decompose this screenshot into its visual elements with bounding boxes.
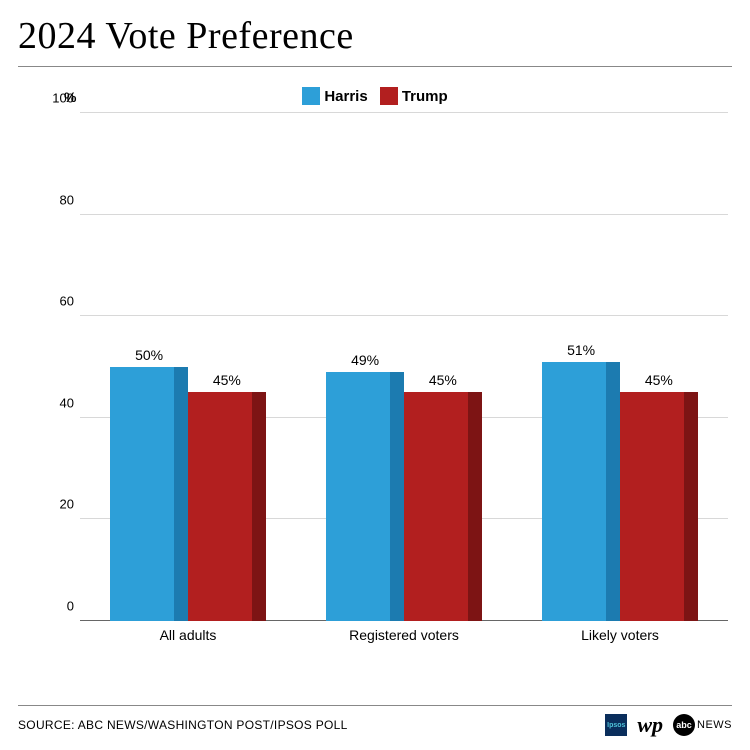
bar: 45% [404,392,482,621]
legend-item-harris: Harris [302,87,367,105]
title-divider [18,66,732,67]
bar-value-label: 49% [326,352,404,372]
bar: 45% [620,392,698,621]
legend-item-trump: Trump [380,87,448,105]
abc-news-text: NEWS [697,719,732,731]
x-tick-label: All adults [98,627,278,643]
bar-group: 50%45% [80,113,296,621]
legend-swatch-trump [380,87,398,105]
y-tick-label: 0 [44,599,74,614]
chart-title: 2024 Vote Preference [0,0,750,66]
bar-value-label: 51% [542,342,620,362]
legend-label-harris: Harris [324,88,367,105]
washington-post-logo-icon: wp [637,712,663,738]
abc-circle-icon: abc [673,714,695,736]
bar-value-label: 45% [620,372,698,392]
x-tick-label: Likely voters [530,627,710,643]
bar-group: 49%45% [296,113,512,621]
bar-value-label: 45% [404,372,482,392]
y-tick-label: 80 [44,192,74,207]
abc-news-logo-icon: abc NEWS [673,714,732,736]
source-line: SOURCE: ABC NEWS/WASHINGTON POST/IPSOS P… [18,718,348,732]
chart-container: Harris Trump % 50%45%49%45%51%45% 020406… [18,87,732,657]
bar: 45% [188,392,266,621]
bar: 49% [326,372,404,621]
bar-value-label: 50% [110,347,188,367]
y-tick-label: 100 [44,91,74,106]
bar: 51% [542,362,620,621]
bar: 50% [110,367,188,621]
plot-area: 50%45%49%45%51%45% [80,113,728,621]
ipsos-logo-icon: Ipsos [605,714,627,736]
bar-value-label: 45% [188,372,266,392]
footer-divider [18,705,732,706]
legend-swatch-harris [302,87,320,105]
y-tick-label: 60 [44,294,74,309]
legend: Harris Trump [18,87,732,109]
y-tick-label: 40 [44,395,74,410]
y-tick-label: 20 [44,497,74,512]
source-logos: Ipsos wp abc NEWS [605,712,732,738]
x-tick-label: Registered voters [314,627,494,643]
bar-group: 51%45% [512,113,728,621]
legend-label-trump: Trump [402,88,448,105]
